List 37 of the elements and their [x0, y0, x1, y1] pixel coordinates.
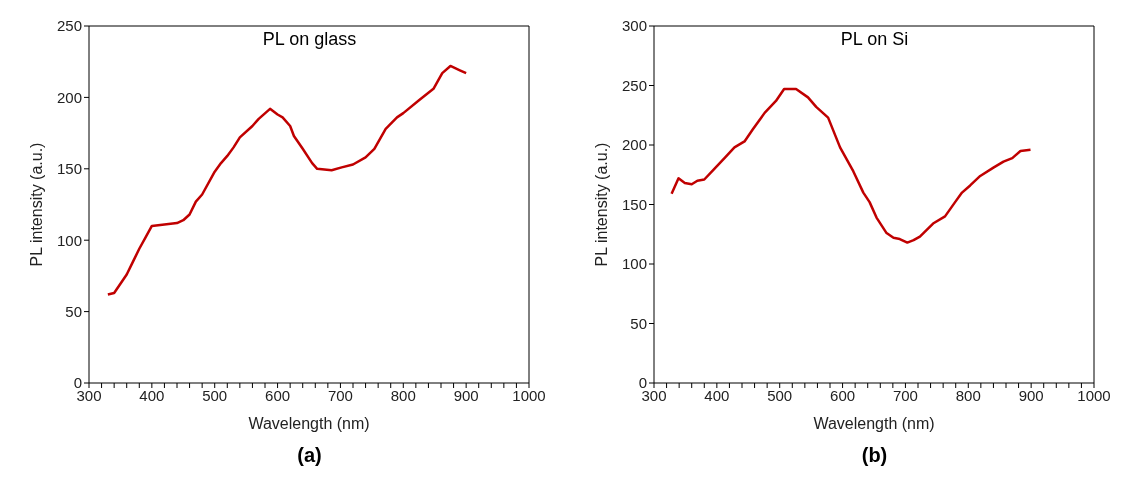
- x-tick-label: 500: [767, 386, 793, 404]
- y-tick-label: 250: [56, 17, 82, 35]
- text: (b): [860, 444, 889, 467]
- y-tick-label: 50: [65, 302, 82, 320]
- x-axis-title: Wavelength (nm): [813, 415, 935, 432]
- y-tick-label: 0: [73, 374, 82, 392]
- y-tick-label: 100: [56, 231, 82, 249]
- y-tick-label: 100: [621, 255, 647, 273]
- y-tick-label: 300: [621, 17, 647, 35]
- x-tick-label: 700: [892, 386, 918, 404]
- x-tick-label: 700: [327, 386, 353, 404]
- y-tick-label: 0: [638, 374, 647, 392]
- text: (a): [296, 444, 323, 467]
- x-axis-title: Wavelength (nm): [248, 415, 370, 432]
- y-axis-title: PL intensity (a.u.): [592, 142, 610, 267]
- x-tick-label: 600: [830, 386, 856, 404]
- x-tick-label: 400: [139, 386, 165, 404]
- x-tick-label: 1000: [512, 386, 546, 404]
- line-series: [106, 64, 468, 296]
- x-tick-label: 900: [453, 386, 479, 404]
- chart-title: PL on glass: [261, 28, 358, 50]
- x-tick-label: 800: [390, 386, 416, 404]
- y-axis-title: PL intensity (a.u.): [27, 142, 45, 267]
- y-tick-label: 50: [630, 314, 647, 332]
- x-tick-label: 1000: [1077, 386, 1111, 404]
- y-tick-label: 200: [621, 136, 647, 154]
- x-tick-label: 900: [1018, 386, 1044, 404]
- y-tick-label: 150: [56, 160, 82, 178]
- x-tick-label: 800: [955, 386, 981, 404]
- y-tick-label: 200: [56, 88, 82, 106]
- x-tick-label: 500: [202, 386, 228, 404]
- line-series: [670, 87, 1032, 244]
- y-tick-label: 250: [621, 76, 647, 94]
- x-tick-label: 400: [704, 386, 730, 404]
- chart-title: PL on Si: [839, 28, 910, 50]
- x-tick-label: 600: [265, 386, 291, 404]
- y-tick-label: 150: [621, 195, 647, 213]
